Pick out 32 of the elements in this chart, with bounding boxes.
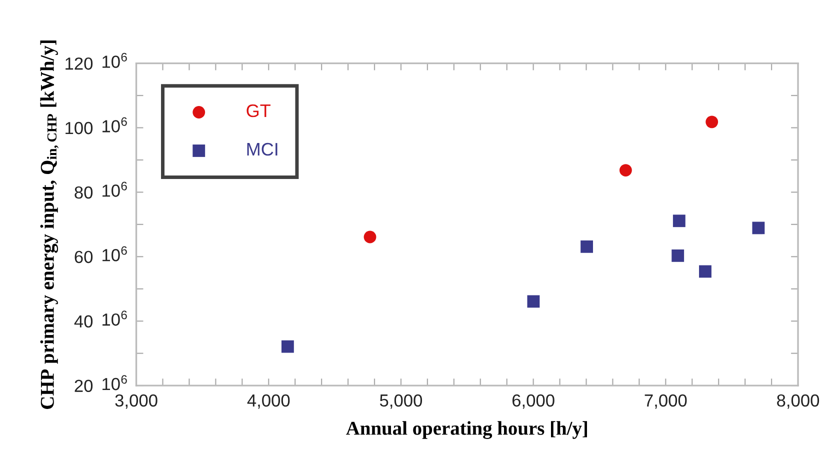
- point: [706, 116, 718, 128]
- text: 10$^{6}$: [102, 117, 127, 132]
- text: 10$^{6}$: [102, 375, 127, 390]
- point: [752, 222, 765, 234]
- point: [281, 340, 294, 353]
- x-tick-label: 3,000: [115, 394, 158, 409]
- point: [672, 249, 684, 262]
- x-tick-label: 4,000: [247, 394, 290, 409]
- x-axis-title: Annual operating hours [h/y]: [346, 421, 587, 439]
- y-tick-label: 60: [74, 250, 93, 264]
- point: [699, 265, 712, 278]
- point: [672, 214, 686, 228]
- y-tick-label: 120: [66, 57, 93, 70]
- y-tick-label: 80: [74, 186, 93, 199]
- text: 10$^{6}$: [102, 182, 127, 197]
- point: [580, 240, 593, 253]
- x-tick-label: 8,000: [777, 394, 820, 409]
- text: 10$^{6}$: [102, 52, 127, 68]
- y-tick-label: 40: [74, 315, 93, 328]
- x-tick-label: 5,000: [380, 394, 422, 409]
- legend-label: GT: [246, 104, 270, 118]
- y-tick-label: 100: [66, 122, 93, 134]
- point: [364, 230, 376, 244]
- point: [527, 295, 540, 308]
- text: 10$^{6}$: [102, 310, 127, 326]
- point: [619, 164, 632, 176]
- legend-label: MCI: [247, 142, 278, 156]
- x-tick-label: 6,000: [512, 394, 554, 409]
- y-tick-label: 20: [74, 380, 93, 392]
- text: 10$^{6}$: [102, 246, 127, 262]
- x-tick-label: 7,000: [644, 394, 687, 409]
- y-axis-title: CHP primary energy input, Q$_{in,CHP}$ [kWh/y]: [40, 40, 59, 409]
